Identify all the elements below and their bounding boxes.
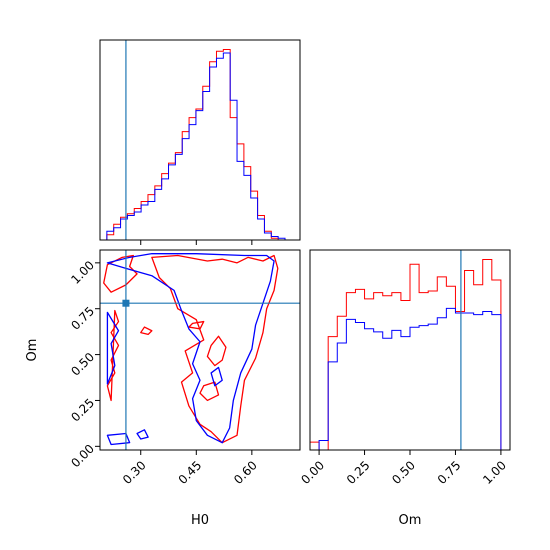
axes-frame xyxy=(99,39,301,241)
contour-blue xyxy=(106,253,275,444)
x-tick-label: 0.60 xyxy=(231,458,260,487)
contour-red xyxy=(199,381,220,402)
x-tick-label: 0.75 xyxy=(435,458,464,487)
histogram-series-blue xyxy=(310,307,510,450)
x-axis-label: H0 xyxy=(191,513,209,528)
contour-red xyxy=(103,254,138,293)
contour-red xyxy=(106,309,120,402)
x-tick-label: 0.30 xyxy=(120,458,149,487)
y-tick-label: 0.00 xyxy=(68,442,97,471)
x-tick-label: 0.00 xyxy=(298,458,327,487)
x-tick-label: 0.50 xyxy=(389,458,418,487)
contour-red xyxy=(140,326,153,336)
contour-blue xyxy=(106,311,120,385)
histogram-series-blue xyxy=(100,52,299,240)
y-tick-label: 1.00 xyxy=(68,258,97,287)
histogram-series-red xyxy=(310,259,510,450)
plot-area xyxy=(100,40,299,240)
contour-blue xyxy=(136,429,149,440)
plot-area xyxy=(100,250,300,450)
truth-marker xyxy=(122,299,130,307)
y-tick-label: 0.75 xyxy=(68,304,97,333)
x-tick-label: 0.45 xyxy=(176,458,205,487)
contour-blue xyxy=(210,366,223,387)
h0-histogram-panel xyxy=(99,39,301,245)
y-tick-label: 0.50 xyxy=(68,350,97,379)
contour-blue xyxy=(106,432,131,446)
h0-om-contour-panel: 0.30 0.45 0.60 0.00 0.25 0.50 0.75 1.00 H0 Om xyxy=(25,249,301,528)
x-axis-label: Om xyxy=(399,513,422,528)
y-axis-label: Om xyxy=(25,339,40,362)
om-histogram-panel: 0.00 0.25 0.50 0.75 1.00 Om xyxy=(298,249,511,528)
contour-red xyxy=(151,254,279,444)
histogram-series-red xyxy=(100,49,299,240)
x-tick-label: 0.25 xyxy=(344,458,373,487)
contour-red xyxy=(206,335,227,367)
contour-red xyxy=(188,320,205,330)
x-tick-label: 1.00 xyxy=(480,458,509,487)
y-tick-label: 0.25 xyxy=(68,396,97,425)
plot-area xyxy=(310,250,510,450)
axes-frame xyxy=(99,249,301,451)
